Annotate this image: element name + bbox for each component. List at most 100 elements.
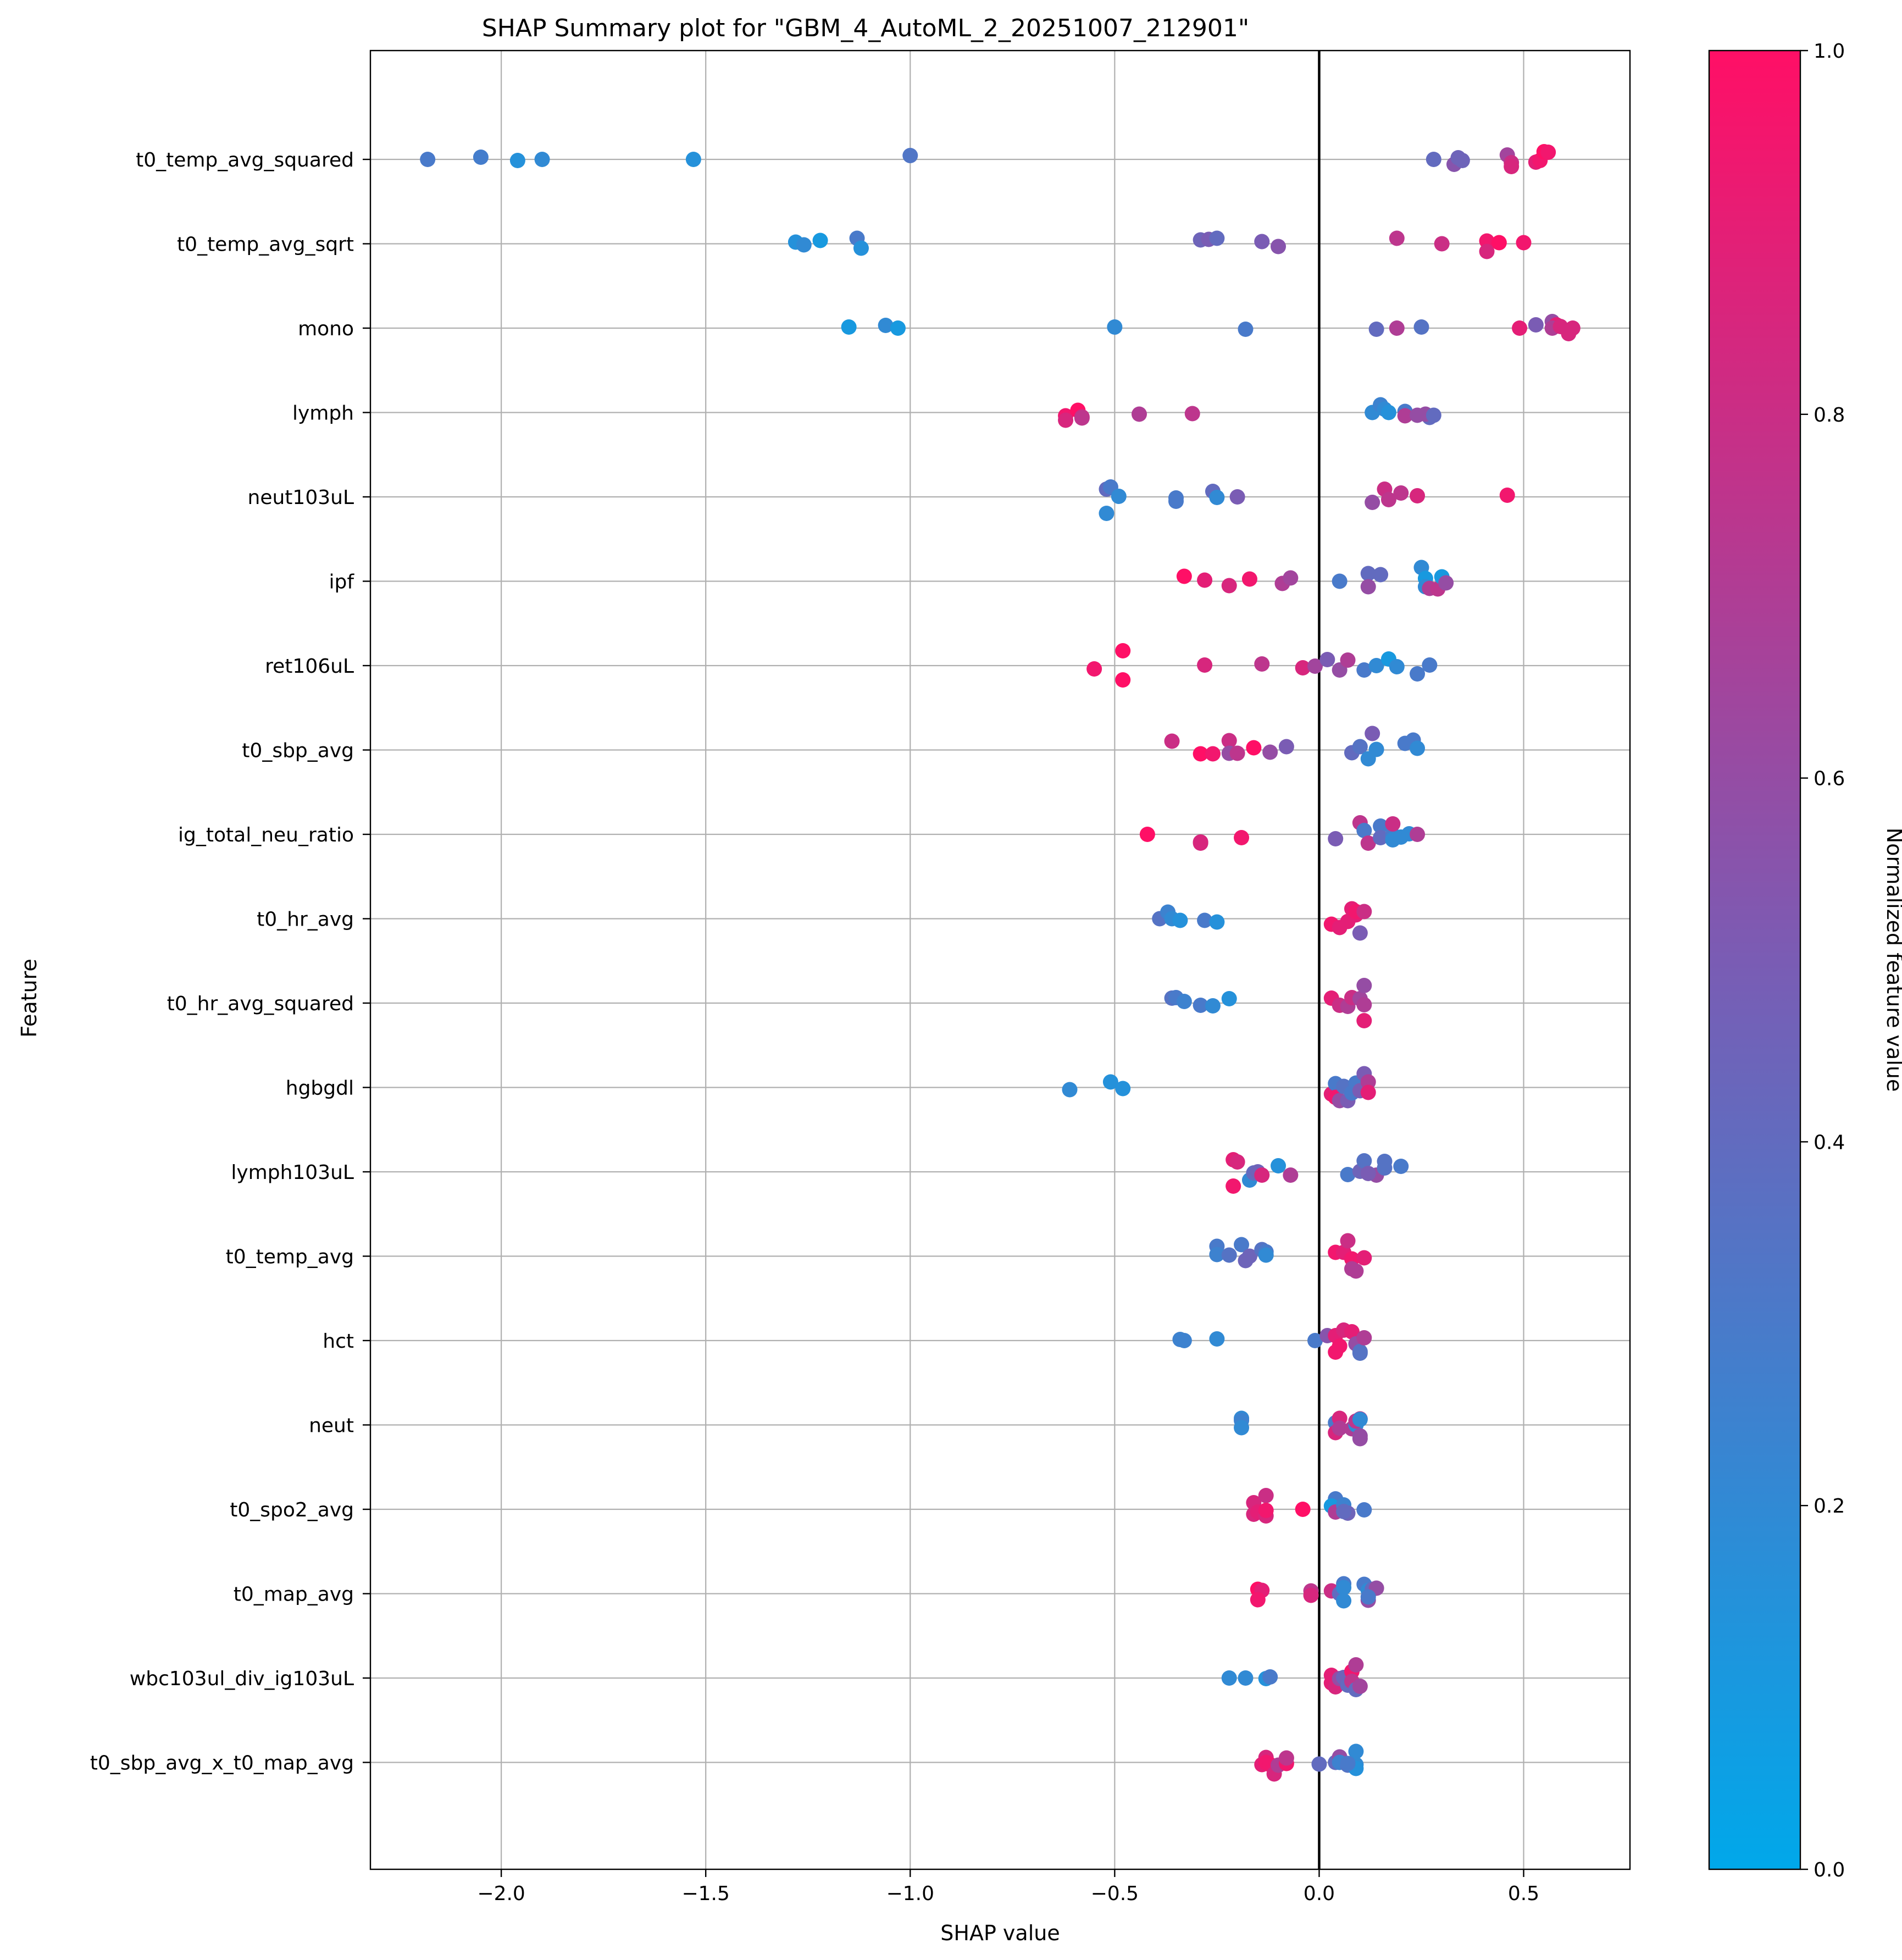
shap-point (1410, 740, 1426, 756)
shap-point (1352, 1679, 1368, 1694)
shap-point (890, 320, 906, 336)
colorbar-tick-label: 0.4 (1814, 1131, 1845, 1154)
shap-point (420, 152, 436, 167)
shap-point (1176, 1333, 1192, 1348)
shap-point (1115, 1081, 1131, 1097)
points-layer (420, 144, 1581, 1782)
shap-point (1221, 1247, 1237, 1263)
shap-point (1389, 230, 1405, 246)
shap-point (1397, 408, 1413, 424)
shap-point (1413, 319, 1429, 335)
shap-point (1209, 1247, 1225, 1263)
shap-point (1356, 997, 1372, 1012)
shap-point (1356, 978, 1372, 993)
shap-point (1410, 488, 1426, 503)
shap-point (1360, 566, 1376, 582)
shap-point (1356, 823, 1372, 838)
shap-point (1168, 490, 1184, 506)
shap-point (1373, 818, 1389, 834)
shap-point (1516, 235, 1532, 251)
feature-label: t0_temp_avg_squared (136, 149, 354, 171)
shap-point (509, 153, 525, 168)
shap-point (1132, 406, 1147, 422)
shap-point (1234, 1420, 1250, 1436)
shap-point (1229, 489, 1245, 505)
feature-label: ig_total_neu_ratio (178, 824, 354, 846)
shap-point (1438, 575, 1454, 591)
shap-point (1229, 1154, 1245, 1170)
shap-point (1491, 235, 1507, 251)
feature-label: t0_spo2_avg (230, 1499, 354, 1521)
shap-point (1221, 733, 1237, 749)
shap-point (1205, 998, 1221, 1014)
shap-point (878, 318, 894, 333)
shap-point (1340, 1233, 1356, 1249)
shap-point (1283, 570, 1299, 586)
shap-point (1307, 658, 1323, 674)
shap-point (1410, 666, 1426, 682)
shap-point (1352, 1346, 1368, 1361)
shap-point (1234, 830, 1250, 845)
colorbar-tick-label: 0.2 (1814, 1495, 1845, 1518)
shap-point (1504, 159, 1520, 174)
shap-point (1393, 485, 1409, 501)
x-axis-ticks: −2.0 −1.5 −1.0 −0.5 0.0 0.5 (477, 1869, 1539, 1905)
shap-point (1241, 1248, 1257, 1264)
shap-point (1193, 746, 1208, 762)
shap-point (1340, 652, 1356, 668)
shap-point (1360, 1084, 1376, 1100)
shap-point (1410, 827, 1426, 842)
shap-point (1262, 744, 1278, 760)
shap-point (1540, 145, 1556, 160)
shap-point (1238, 1670, 1254, 1686)
shap-point (1197, 912, 1213, 928)
shap-point (685, 152, 701, 167)
shap-point (1250, 1592, 1266, 1608)
shap-point (1254, 656, 1270, 672)
shap-point (1344, 1324, 1360, 1339)
shap-point (1176, 568, 1192, 584)
shap-point (1368, 322, 1384, 337)
colorbar (1709, 51, 1800, 1869)
feature-label: t0_temp_avg_sqrt (177, 234, 354, 256)
shap-point (1107, 319, 1123, 335)
shap-point (1209, 1331, 1225, 1347)
shap-point (1319, 652, 1335, 667)
shap-point (1221, 578, 1237, 594)
x-tick-label: 0.0 (1304, 1883, 1335, 1905)
shap-point (473, 150, 489, 165)
feature-label: lymph (292, 402, 354, 425)
shap-point (1111, 489, 1127, 504)
shap-point (796, 237, 812, 253)
y-axis-label: Feature (17, 959, 41, 1038)
shap-point (1561, 326, 1577, 341)
shap-point (1115, 643, 1131, 658)
shap-point (1205, 746, 1221, 762)
shap-point (1278, 1750, 1294, 1766)
shap-point (1193, 998, 1208, 1013)
shap-point (1434, 236, 1450, 252)
shap-point (1356, 1013, 1372, 1028)
shap-point (1172, 912, 1188, 928)
shap-point (1356, 904, 1372, 920)
shap-point (1295, 660, 1311, 676)
shap-point (1193, 835, 1208, 851)
shap-point (1115, 672, 1131, 688)
shap-point (1356, 1330, 1372, 1346)
shap-point (1254, 234, 1270, 250)
feature-label: t0_temp_avg (226, 1246, 354, 1269)
feature-label: wbc103ul_div_ig103uL (130, 1668, 354, 1690)
shap-point (812, 232, 828, 248)
shap-point (902, 148, 918, 163)
shap-point (1229, 745, 1245, 761)
shap-point (1356, 1502, 1372, 1518)
shap-point (1246, 740, 1262, 756)
feature-label: neut103uL (248, 486, 354, 509)
shap-point (1074, 410, 1090, 426)
feature-label: t0_map_avg (234, 1583, 354, 1606)
shap-point (1062, 1082, 1078, 1098)
shap-point (1271, 239, 1287, 254)
colorbar-label: Normalized feature value (1882, 828, 1902, 1092)
